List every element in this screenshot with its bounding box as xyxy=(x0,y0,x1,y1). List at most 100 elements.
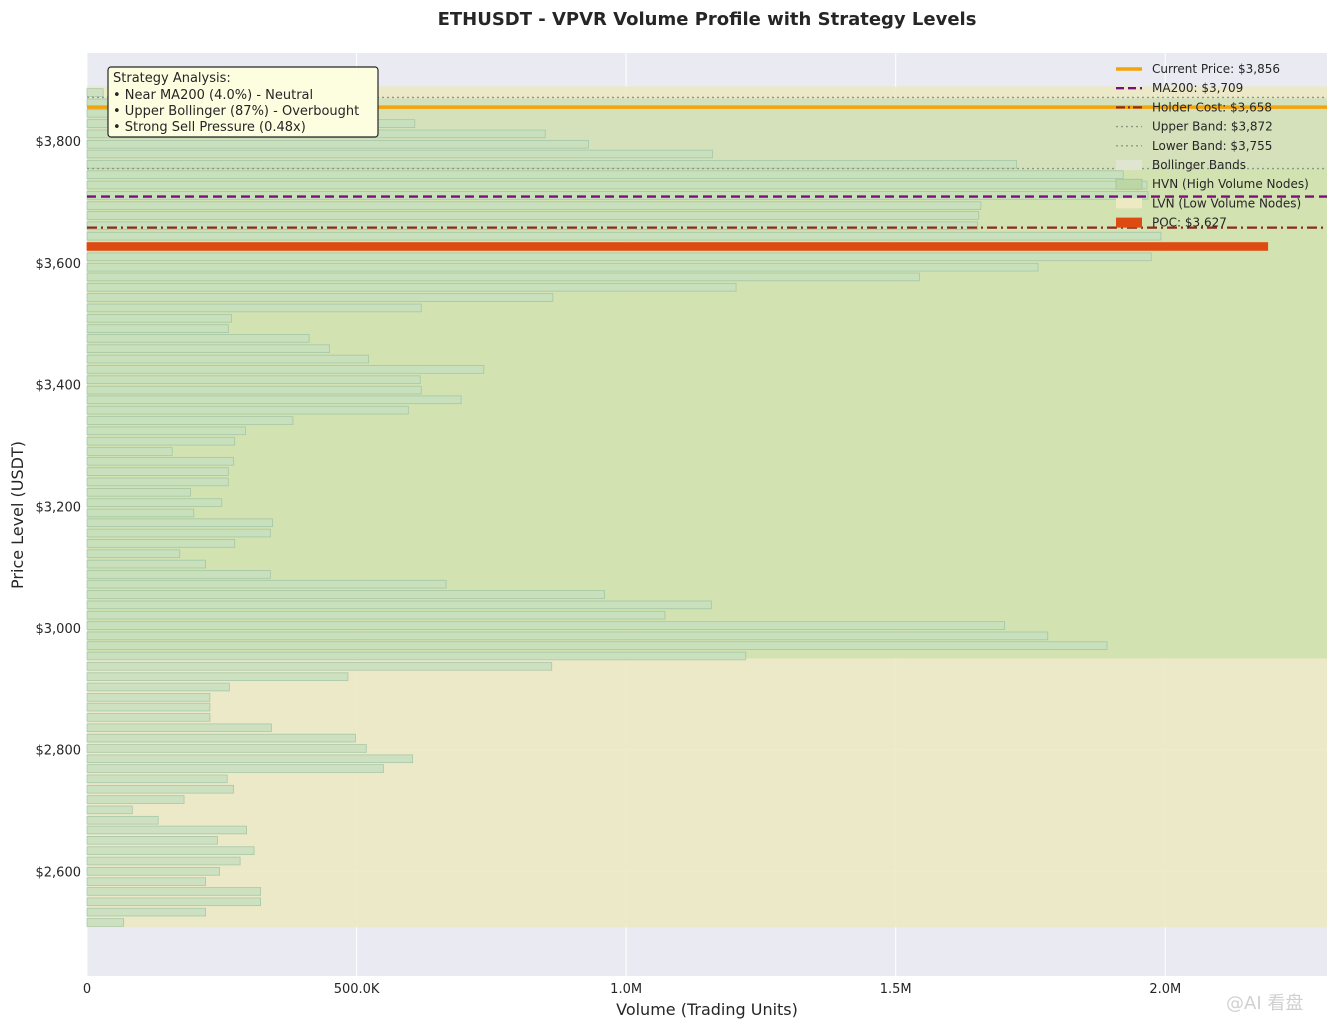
y-axis-label: Price Level (USDT) xyxy=(8,441,27,589)
volume-bar xyxy=(86,825,247,835)
y-tick-label: $3,400 xyxy=(36,379,82,394)
legend-label: Current Price: $3,856 xyxy=(1152,62,1280,76)
y-tick-label: $3,200 xyxy=(36,500,82,515)
volume-bar xyxy=(86,201,982,211)
legend-marker-patch xyxy=(1116,217,1142,228)
volume-bar xyxy=(86,682,230,692)
volume-bar xyxy=(86,559,207,569)
legend-item: POC: $3,627 xyxy=(1116,216,1227,230)
volume-bar xyxy=(86,672,349,681)
legend-item: MA200: $3,709 xyxy=(1116,81,1243,95)
volume-bar xyxy=(86,693,211,702)
legend-label: Bollinger Bands xyxy=(1152,158,1246,172)
volume-bar xyxy=(86,713,211,722)
volume-bar xyxy=(86,610,666,620)
volume-bar xyxy=(86,887,262,896)
annotation-line-3: • Strong Sell Pressure (0.48x) xyxy=(113,120,306,135)
volume-bar xyxy=(86,641,1108,650)
volume-bar xyxy=(86,733,356,743)
volume-bar xyxy=(86,313,232,323)
volume-bar xyxy=(86,795,185,804)
x-tick-label: 500.0K xyxy=(334,982,380,997)
annotation-title: Strategy Analysis: xyxy=(113,71,231,86)
volume-bar xyxy=(86,723,272,733)
volume-bar xyxy=(86,744,367,753)
legend-marker-patch xyxy=(1116,160,1142,170)
volume-bar xyxy=(86,518,273,527)
volume-bar xyxy=(86,702,211,712)
annotation-line-1: • Near MA200 (4.0%) - Neutral xyxy=(113,88,313,103)
y-tick-label: $3,000 xyxy=(36,622,82,637)
y-tick-label: $3,800 xyxy=(36,135,82,150)
volume-bar xyxy=(86,436,236,446)
x-tick-label: 1.0M xyxy=(610,982,642,997)
volume-bar xyxy=(86,282,737,292)
legend-item: LVN (Low Volume Nodes) xyxy=(1116,196,1301,210)
volume-bar xyxy=(86,405,409,415)
legend-label: HVN (High Volume Nodes) xyxy=(1152,177,1309,191)
volume-bar xyxy=(86,88,104,97)
x-tick-label: 0 xyxy=(83,982,91,997)
volume-bar xyxy=(86,539,236,548)
legend-label: POC: $3,627 xyxy=(1152,216,1227,230)
volume-bar xyxy=(86,805,133,815)
legend-label: MA200: $3,709 xyxy=(1152,81,1243,95)
x-tick-label: 2.0M xyxy=(1149,982,1181,997)
y-tick-label: $2,800 xyxy=(36,744,82,759)
legend-label: Lower Band: $3,755 xyxy=(1152,139,1272,153)
volume-bar xyxy=(86,631,1049,641)
y-axis-ticks: $2,600 $2,800 $3,000 $3,200 $3,400 $3,600 $3,8… xyxy=(36,135,82,880)
volume-bar xyxy=(86,334,310,343)
volume-bar xyxy=(86,897,262,907)
volume-bar xyxy=(86,221,979,231)
strategy-analysis-box: Strategy Analysis: • Near MA200 (4.0%) -… xyxy=(107,66,379,138)
volume-bar xyxy=(86,416,294,425)
volume-bar xyxy=(86,907,207,917)
volume-bar xyxy=(86,815,159,825)
volume-bar xyxy=(86,191,1149,200)
volume-bar xyxy=(86,528,271,538)
legend-marker-patch xyxy=(1116,198,1142,209)
legend-label: LVN (Low Volume Nodes) xyxy=(1152,196,1301,210)
legend-item: HVN (High Volume Nodes) xyxy=(1115,177,1309,191)
volume-bar xyxy=(86,754,414,764)
volume-bar xyxy=(86,621,1005,630)
volume-bar xyxy=(86,447,173,456)
volume-bar xyxy=(86,651,747,661)
legend-item: Holder Cost: $3,658 xyxy=(1116,100,1272,114)
volume-bar xyxy=(86,149,713,159)
volume-bar xyxy=(86,211,980,220)
watermark: @AI 看盘 xyxy=(1226,993,1303,1014)
volume-bar xyxy=(86,262,1039,272)
volume-bar xyxy=(86,856,241,866)
legend-marker-patch xyxy=(1115,178,1143,190)
volume-bar xyxy=(86,456,235,466)
volume-bar xyxy=(86,170,1124,179)
volume-bar xyxy=(86,252,1152,262)
legend: Current Price: $3,856 MA200: $3,709 Holder… xyxy=(1115,62,1309,230)
volume-bar xyxy=(86,600,712,610)
volume-bar xyxy=(86,784,235,794)
annotation-line-2: • Upper Bollinger (87%) - Overbought xyxy=(113,104,359,119)
volume-bar xyxy=(86,579,447,589)
volume-bar xyxy=(86,324,229,333)
x-tick-label: 1.5M xyxy=(880,982,912,997)
volume-bar xyxy=(86,508,195,518)
y-tick-label: $2,600 xyxy=(36,865,82,880)
legend-label: Upper Band: $3,872 xyxy=(1152,120,1273,134)
volume-bar xyxy=(86,344,331,353)
legend-label: Holder Cost: $3,658 xyxy=(1152,100,1272,114)
volume-bar xyxy=(86,272,920,282)
legend-item: Current Price: $3,856 xyxy=(1116,62,1280,76)
x-axis-label: Volume (Trading Units) xyxy=(616,1000,798,1019)
y-tick-label: $3,600 xyxy=(36,257,82,272)
volume-bar xyxy=(86,836,218,845)
volume-bar xyxy=(86,867,221,876)
volume-bar xyxy=(86,662,553,671)
volume-bar xyxy=(86,549,181,559)
volume-bar xyxy=(86,477,229,487)
chart-title: ETHUSDT - VPVR Volume Profile with Strat… xyxy=(438,9,977,30)
volume-bar xyxy=(86,354,369,364)
annotation-frame xyxy=(107,66,379,138)
volume-bar xyxy=(86,160,1017,169)
